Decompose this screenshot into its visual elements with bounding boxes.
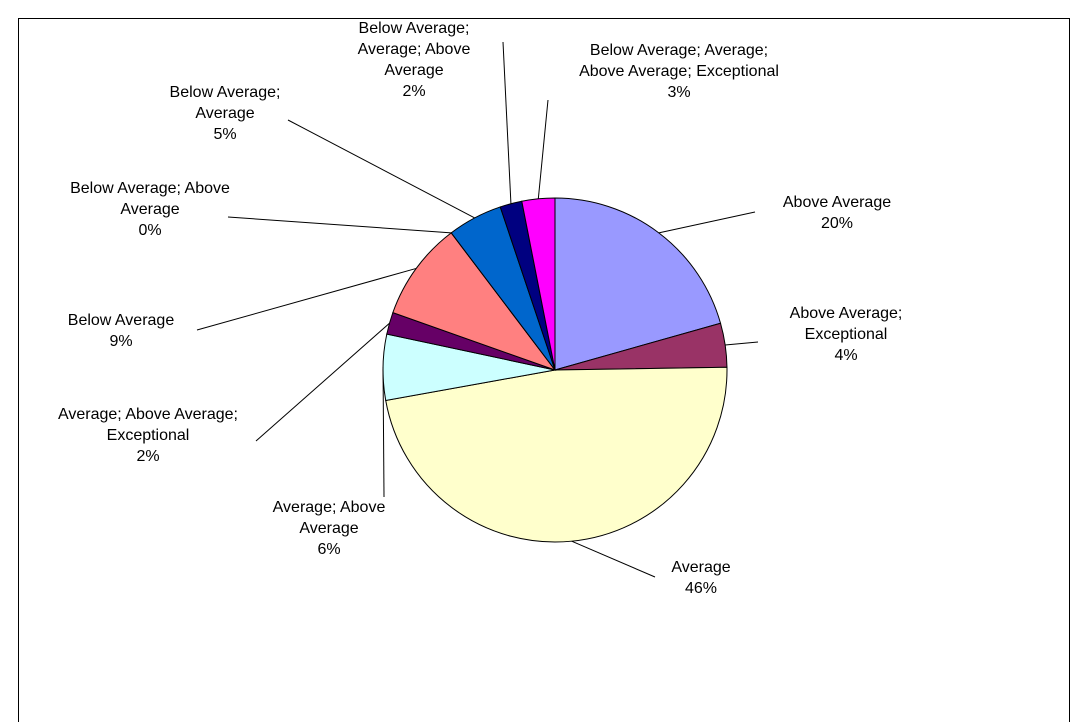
slice-label: Below Average; Average; Above Average; E… (574, 40, 784, 103)
slice-label-value: 20% (820, 215, 854, 232)
slice-label-value: 3% (667, 84, 691, 101)
slice-label-value: 6% (317, 541, 341, 558)
slice-label-value: 5% (213, 126, 237, 143)
leader-line (287, 119, 475, 219)
pie-slice (554, 197, 722, 371)
leader-line (382, 367, 385, 498)
slice-label: Below Average; Above Average 0% (65, 178, 235, 241)
slice-label-name: Above Average (782, 194, 892, 211)
leader-line (537, 99, 549, 199)
slice-label: Above Average 20% (752, 192, 922, 234)
leader-line (571, 540, 656, 578)
slice-label: Below Average; Average; Above Average 2% (344, 18, 484, 102)
leader-line (196, 267, 417, 331)
slice-label-name: Below Average; Average; Above Average; E… (579, 42, 779, 80)
slice-label-name: Average (671, 559, 731, 576)
slice-label-name: Below Average; Above Average (70, 180, 230, 218)
slice-label: Below Average; Average 5% (145, 82, 305, 145)
leader-line (658, 211, 756, 234)
slice-label-value: 0% (138, 222, 162, 239)
slice-label: Average; Above Average 6% (244, 497, 414, 560)
leader-line (502, 41, 512, 204)
slice-label: Below Average 9% (36, 310, 206, 352)
slice-label-value: 2% (136, 448, 160, 465)
slice-label-name: Below Average; Average (169, 84, 281, 122)
slice-label-name: Below Average (67, 312, 175, 329)
pie-slice (385, 366, 728, 543)
slice-label-name: Above Average; Exceptional (789, 305, 903, 343)
slice-label-name: Average; Above Average; Exceptional (58, 406, 238, 444)
slice-label: Average; Above Average; Exceptional 2% (43, 404, 253, 467)
slice-label-name: Below Average; Average; Above Average (357, 20, 471, 79)
leader-line (227, 216, 452, 234)
slice-label-value: 9% (109, 333, 133, 350)
leader-line (725, 341, 759, 346)
slice-label: Average 46% (651, 557, 751, 599)
slice-label-value: 4% (834, 347, 858, 364)
slice-label: Above Average; Exceptional 4% (761, 303, 931, 366)
slice-label-value: 46% (684, 580, 718, 597)
slice-label-value: 2% (402, 83, 426, 100)
slice-label-name: Average; Above Average (272, 499, 386, 537)
leader-line (255, 322, 390, 442)
